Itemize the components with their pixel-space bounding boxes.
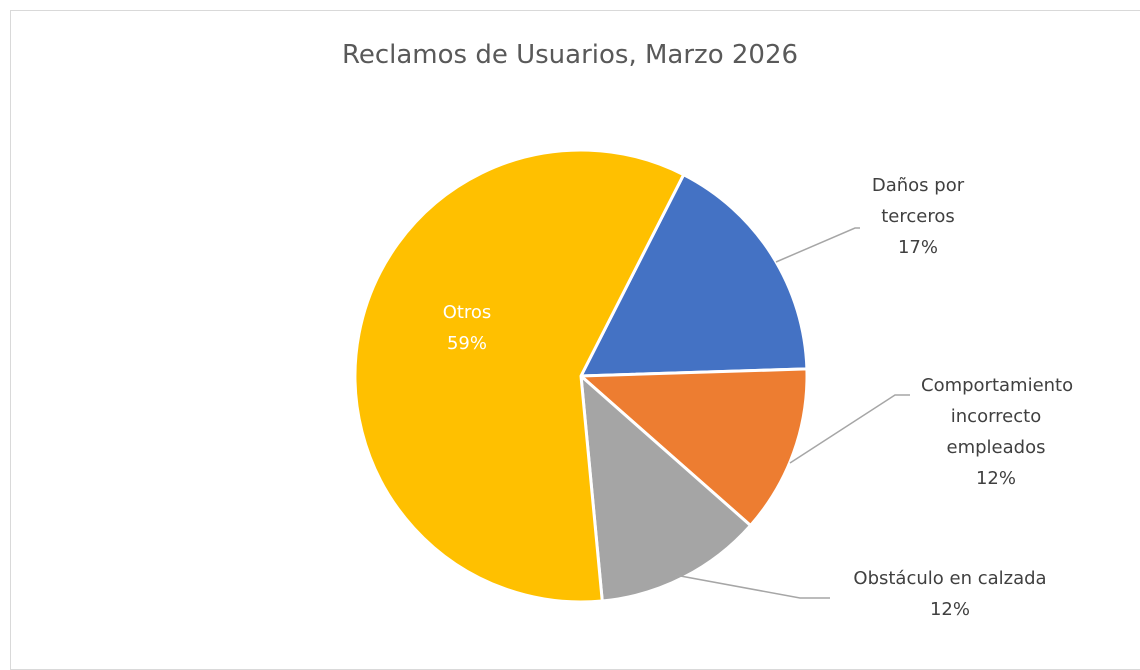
category-label: Daños por terceros	[871, 175, 965, 227]
data-label: Comportamiento incorrecto empleados 12%	[921, 370, 1074, 494]
pie-slice	[579, 372, 753, 603]
category-label: Otros	[442, 302, 492, 323]
data-label: Daños por terceros 17%	[853, 170, 983, 263]
leader-line	[775, 227, 860, 263]
pie-slice	[353, 148, 686, 604]
chart-title: Reclamos de Usuarios, Marzo 2026	[341, 40, 799, 70]
data-label: Otros 59%	[402, 297, 532, 359]
value-label: 12%	[975, 468, 1016, 489]
data-label: Obstáculo en calzada 12%	[820, 563, 1080, 625]
value-label: 12%	[929, 599, 970, 620]
value-label: 17%	[897, 237, 938, 258]
leader-line	[674, 574, 830, 599]
value-label: 59%	[446, 333, 487, 354]
category-label: Comportamiento incorrecto empleados	[921, 375, 1074, 458]
pie-slice	[578, 172, 809, 378]
leader-line	[789, 394, 910, 464]
pie-slice	[577, 367, 809, 528]
category-label: Obstáculo en calzada	[853, 568, 1047, 589]
